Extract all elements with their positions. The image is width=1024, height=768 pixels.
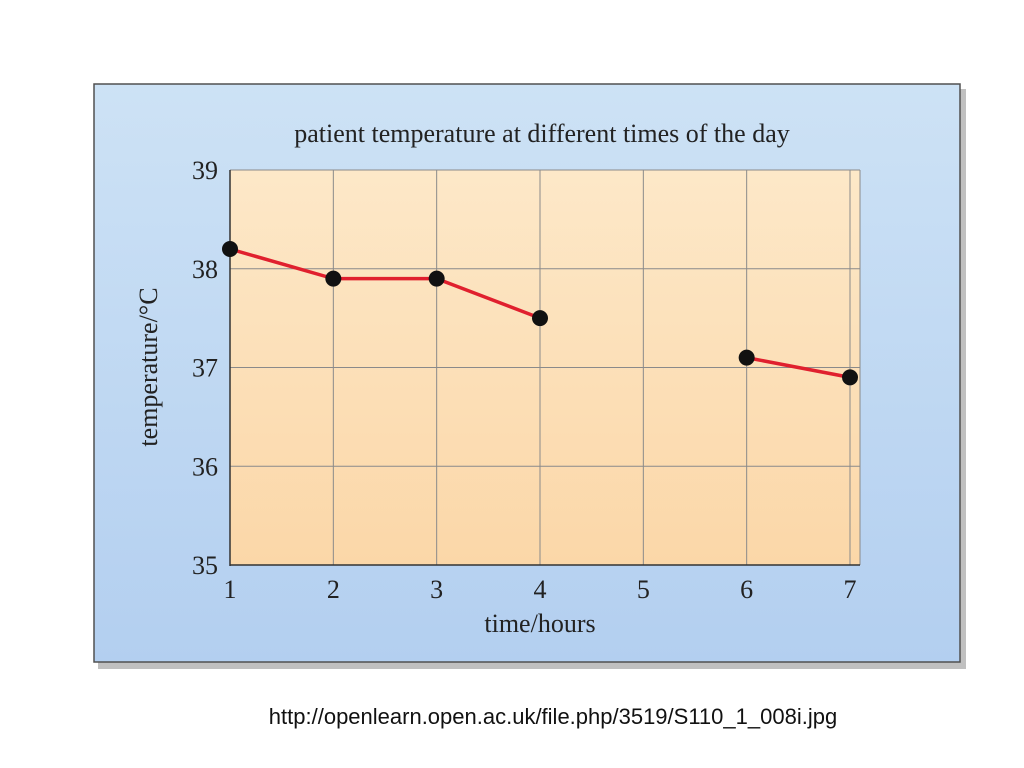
data-point-x3 bbox=[428, 270, 445, 287]
chart-title: patient temperature at different times o… bbox=[294, 119, 790, 148]
data-point-x4 bbox=[532, 310, 548, 327]
data-series bbox=[222, 241, 858, 386]
tick-labels: 1 2 3 4 5 6 7 35 36 37 38 39 bbox=[192, 156, 857, 604]
y-tick-label-38: 38 bbox=[192, 255, 218, 284]
y-axis-label: temperature/°C bbox=[134, 287, 163, 446]
x-tick-label-4: 4 bbox=[534, 575, 547, 604]
data-point-x2 bbox=[325, 270, 342, 287]
grid-lines bbox=[230, 169, 861, 565]
temperature-line-chart: 1 2 3 4 5 6 7 35 36 37 38 39 patient temperature at… bbox=[93, 83, 966, 669]
series-line-1 bbox=[229, 247, 541, 320]
y-tick-label-37: 37 bbox=[192, 354, 218, 383]
x-tick-label-2: 2 bbox=[327, 575, 340, 604]
x-tick-label-7: 7 bbox=[844, 575, 857, 604]
source-url-caption: http://openlearn.open.ac.uk/file.php/351… bbox=[268, 704, 838, 729]
x-tick-label-3: 3 bbox=[430, 575, 443, 604]
x-tick-label-6: 6 bbox=[740, 575, 753, 604]
data-point-x7 bbox=[842, 369, 858, 386]
y-tick-label-39: 39 bbox=[192, 156, 218, 185]
x-tick-label-5: 5 bbox=[637, 575, 650, 604]
x-axis-label: time/hours bbox=[484, 609, 595, 638]
data-point-x1 bbox=[222, 241, 238, 257]
y-tick-label-36: 36 bbox=[192, 452, 218, 481]
data-point-x6 bbox=[738, 349, 755, 366]
y-tick-label-35: 35 bbox=[192, 551, 218, 580]
x-tick-label-1: 1 bbox=[224, 575, 237, 604]
series-line-2 bbox=[746, 355, 851, 380]
axes bbox=[229, 170, 860, 566]
